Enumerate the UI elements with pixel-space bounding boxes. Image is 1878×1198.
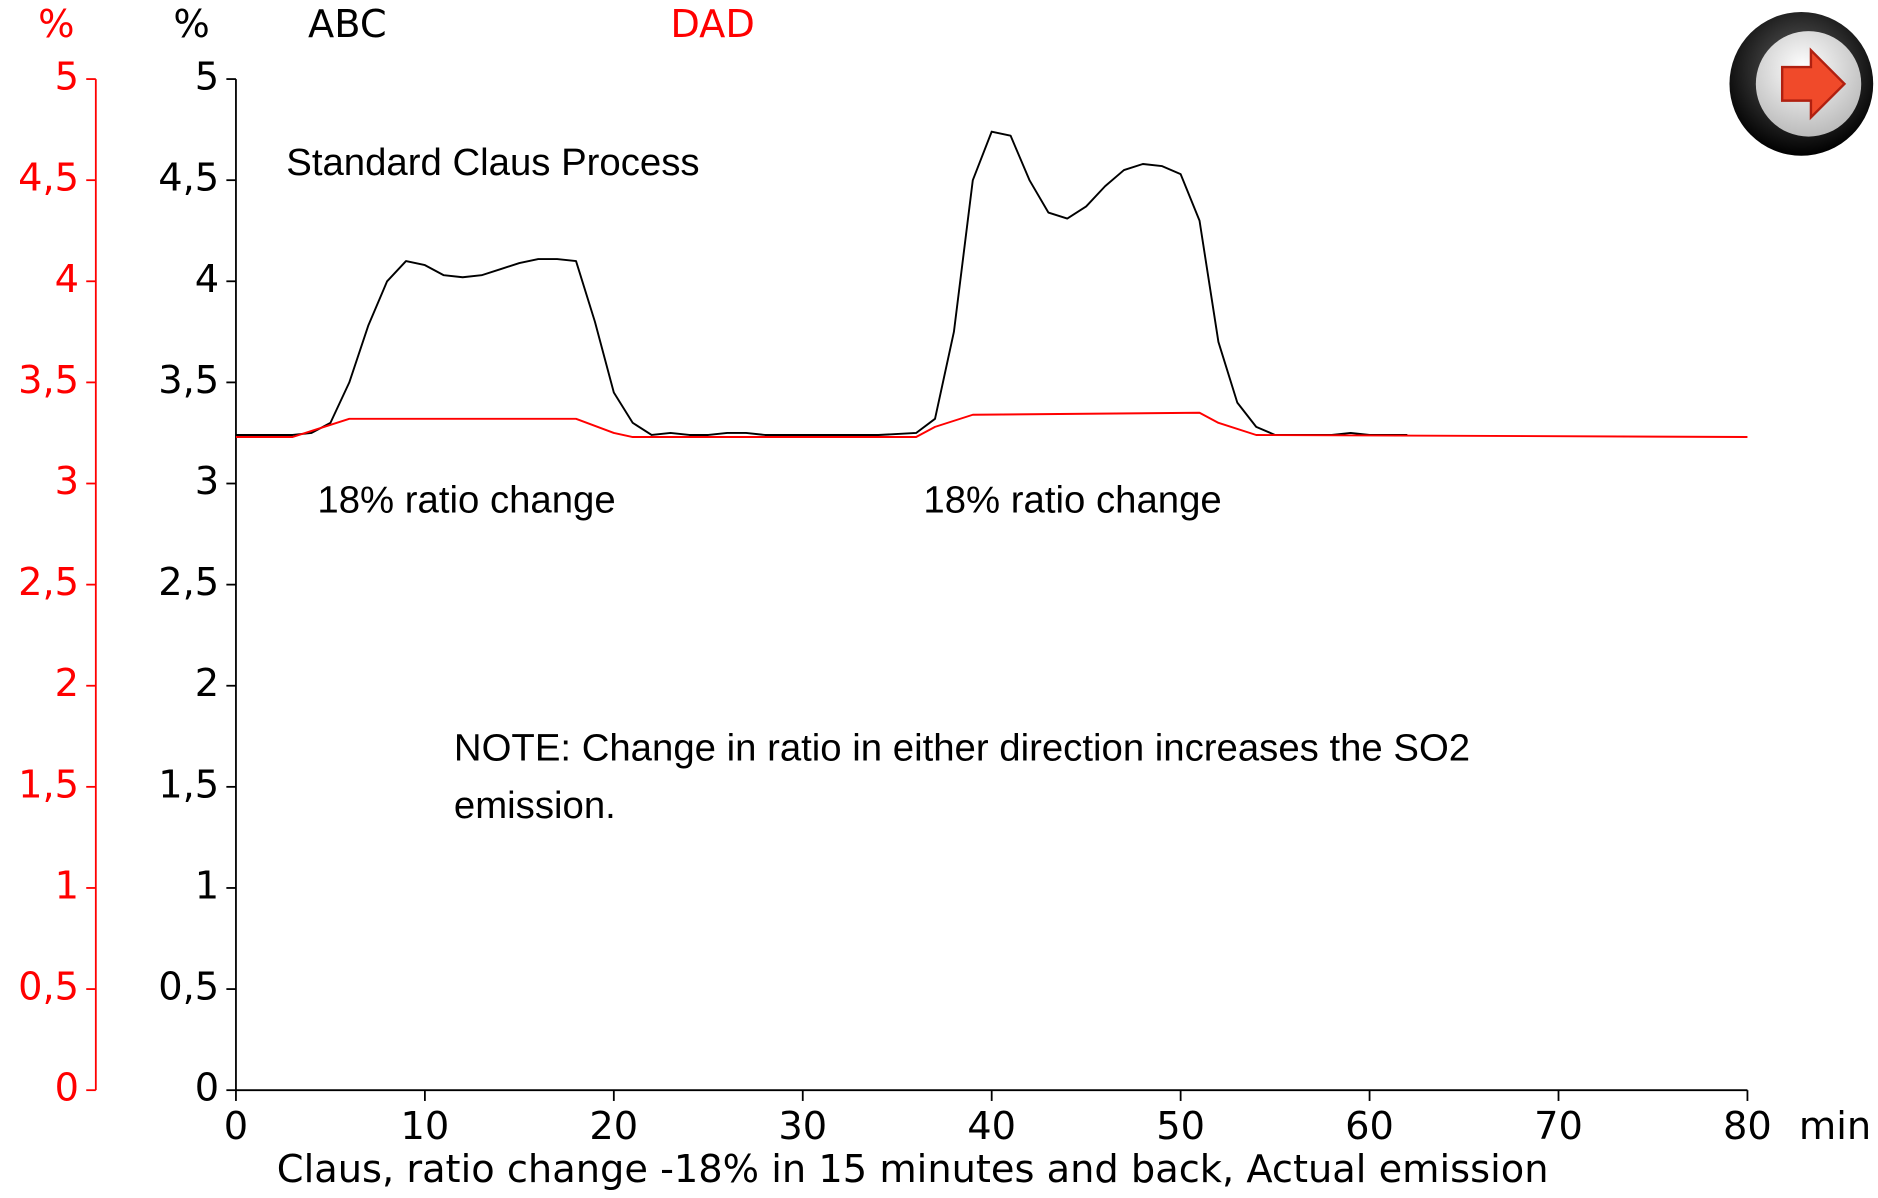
y2-tick-label: 1,5: [18, 762, 79, 807]
x-tick-label: 10: [400, 1104, 449, 1149]
x-tick-label: 50: [1156, 1104, 1205, 1149]
y2-tick-label: 1: [55, 863, 79, 908]
x-tick-label: 70: [1534, 1104, 1583, 1149]
legend-entry: ABC: [308, 2, 387, 47]
annotation: Standard Claus Process: [286, 140, 700, 184]
y2-tick-label: 3,5: [18, 358, 79, 403]
y-tick-label: 0: [195, 1066, 219, 1111]
y2-tick-label: 2: [55, 661, 79, 706]
y-axis-title: %: [173, 2, 209, 47]
x-tick-label: 0: [224, 1104, 248, 1149]
series-line: [235, 130, 1408, 436]
y-tick-label: 2,5: [158, 560, 219, 605]
x-tick-label: 40: [967, 1104, 1016, 1149]
y2-tick-label: 4,5: [18, 156, 79, 201]
y2-tick-label: 5: [55, 55, 79, 100]
y2-tick-label: 2,5: [18, 560, 79, 605]
y-tick-label: 4,5: [158, 156, 219, 201]
y-tick-label: 1: [195, 863, 219, 908]
y2-axis-title: %: [38, 2, 74, 47]
x-tick-label: 80: [1723, 1104, 1772, 1149]
y2-tick-label: 3: [55, 459, 79, 504]
series-line: [235, 411, 1748, 438]
y2-tick-label: 0: [55, 1066, 79, 1111]
note: NOTE: Change in ratio in either directio…: [453, 725, 1471, 827]
y2-tick-label: 4: [55, 257, 79, 302]
y-tick-label: 3: [195, 459, 219, 504]
annotation: 18% ratio change: [923, 478, 1222, 522]
next-button[interactable]: [1727, 10, 1876, 159]
annotation: 18% ratio change: [317, 478, 616, 522]
x-axis-unit: min: [1799, 1104, 1871, 1149]
y-tick-label: 3,5: [158, 358, 219, 403]
legend-entry: DAD: [670, 2, 755, 47]
y-tick-label: 4: [195, 257, 219, 302]
x-tick-label: 60: [1345, 1104, 1394, 1149]
y-tick-label: 1,5: [158, 762, 219, 807]
x-tick-label: 30: [778, 1104, 827, 1149]
x-axis-title: Claus, ratio change -18% in 15 minutes a…: [277, 1147, 1549, 1192]
y-tick-label: 0,5: [158, 965, 219, 1010]
x-tick-label: 20: [589, 1104, 638, 1149]
y-tick-label: 5: [195, 55, 219, 100]
y-tick-label: 2: [195, 661, 219, 706]
y2-tick-label: 0,5: [18, 965, 79, 1010]
